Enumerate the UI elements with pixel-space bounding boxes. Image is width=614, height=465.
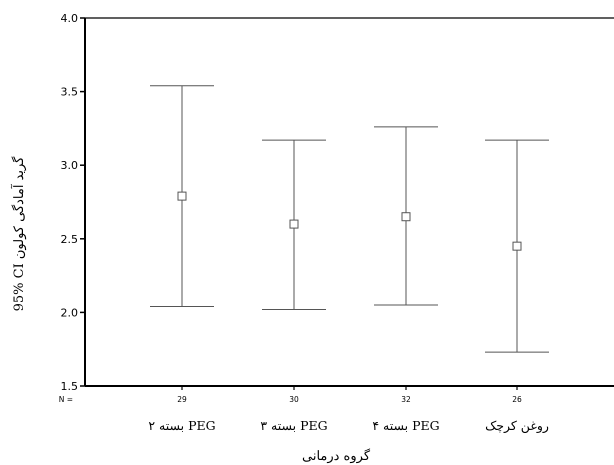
y-tick-label: 2.5 (61, 233, 79, 246)
y-tick-label: 3.5 (61, 86, 79, 99)
error-bar (150, 85, 214, 390)
y-tick-label: 4.0 (61, 12, 79, 25)
category-label: روغن کرچک (485, 418, 549, 434)
n-counts: N = 29 30 32 26 (59, 395, 522, 404)
y-tick-label: 1.5 (61, 380, 79, 393)
category-label: ۲ بسته PEG (148, 418, 215, 433)
mean-marker (289, 219, 299, 229)
plot-frame (84, 17, 614, 387)
category-label: ۳ بسته PEG (260, 418, 327, 433)
mean-marker (401, 212, 411, 222)
n-count-label: 26 (512, 395, 522, 404)
y-tick-label: 2.0 (61, 306, 79, 319)
y-axis-title: 95% CI گرید آمادگی کولون (10, 156, 27, 312)
n-count-label: 29 (177, 395, 187, 404)
mean-marker (177, 191, 187, 201)
n-count-label: 32 (401, 395, 411, 404)
n-prefix-label: N = (59, 395, 73, 404)
category-labels: ۲ بسته PEG ۳ بسته PEG ۴ بسته PEG روغن کرچک (148, 418, 549, 434)
error-bar (485, 139, 549, 390)
category-label: ۴ بسته PEG (372, 418, 439, 433)
error-bar (262, 139, 326, 390)
y-tick-label: 3.0 (61, 159, 79, 172)
error-bars (150, 85, 549, 390)
x-axis-title: گروه درمانی (302, 448, 371, 464)
y-axis: 1.5 2.0 2.5 3.0 3.5 4.0 (61, 12, 85, 393)
n-count-label: 30 (289, 395, 299, 404)
error-bar (374, 126, 438, 390)
mean-marker (512, 241, 522, 251)
